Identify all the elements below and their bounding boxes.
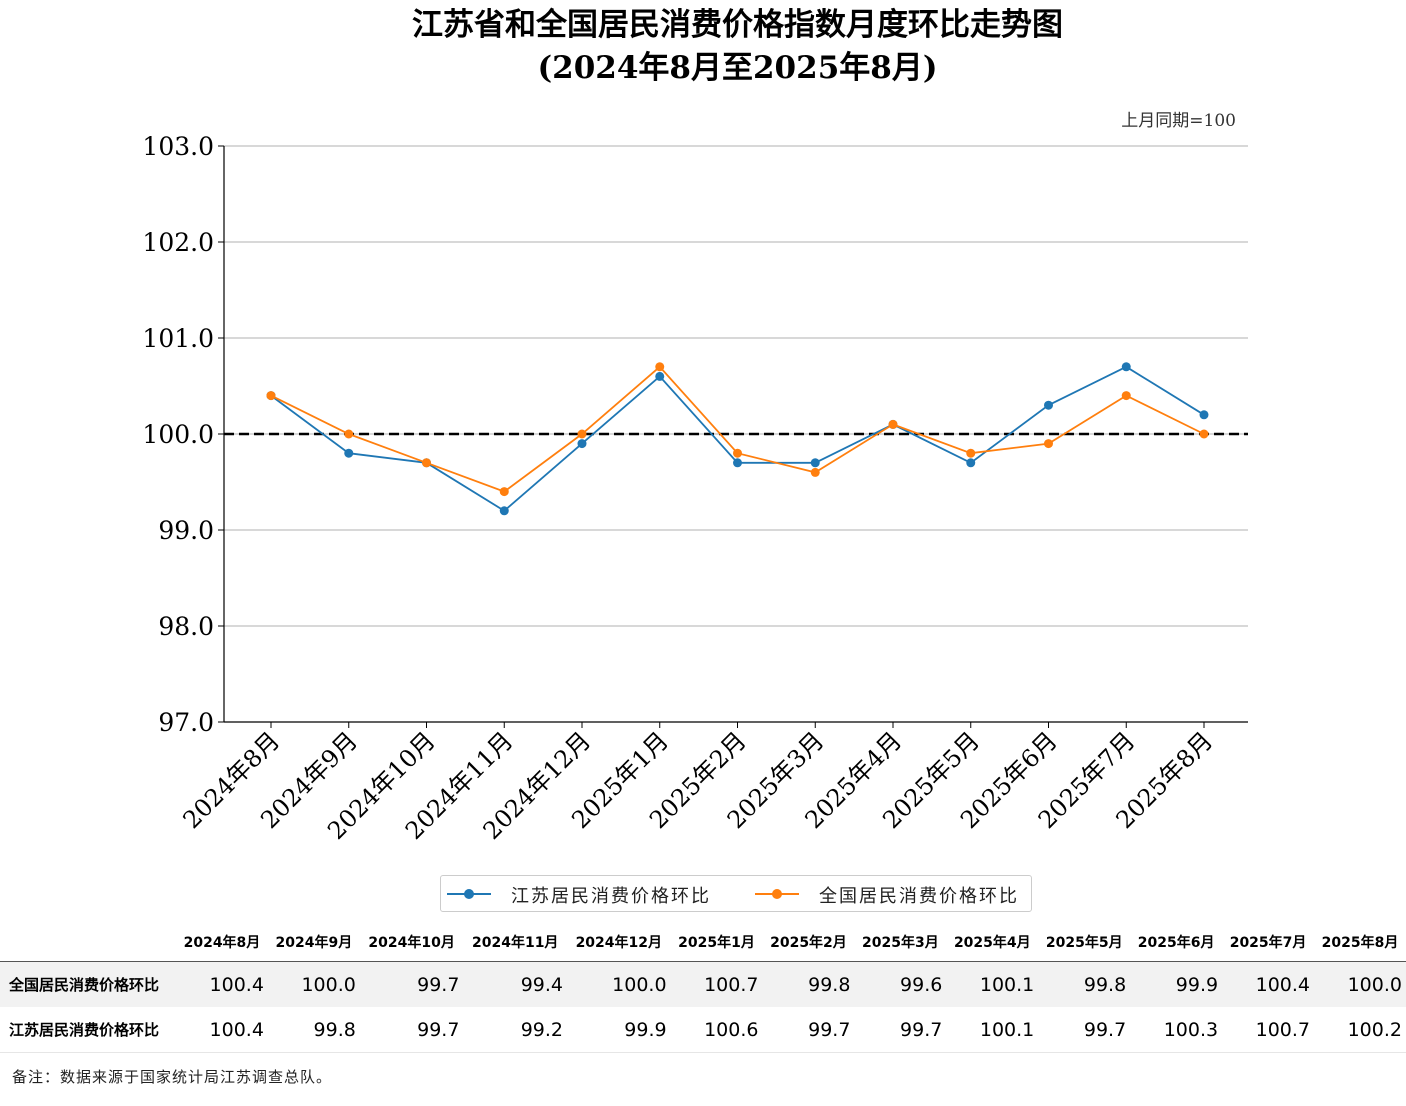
table-cell: 99.9 <box>1130 961 1223 1007</box>
chart-legend: 江苏居民消费价格环比 全国居民消费价格环比 <box>440 875 1032 912</box>
data-point-national <box>577 429 587 439</box>
table-header-cell: 2024年12月 <box>567 923 671 962</box>
data-point-jiangsu <box>344 448 354 458</box>
y-tick-label: 98.0 <box>158 612 214 641</box>
data-point-national <box>733 448 742 458</box>
legend-marker-jiangsu <box>447 876 491 913</box>
table-row-national: 全国居民消费价格环比 100.4 100.0 99.7 99.4 100.0 1… <box>0 961 1406 1007</box>
table-header-cell: 2025年2月 <box>762 923 855 962</box>
legend-label-national: 全国居民消费价格环比 <box>819 885 1019 907</box>
table-cell: 99.7 <box>762 1007 855 1053</box>
data-point-national <box>499 487 509 497</box>
table-cell: 100.1 <box>946 961 1039 1007</box>
y-tick-label: 103.0 <box>142 132 214 161</box>
data-table: 2024年8月 2024年9月 2024年10月 2024年11月 2024年1… <box>0 923 1406 1053</box>
table-cell: 100.4 <box>1222 961 1315 1007</box>
table-row-label: 全国居民消费价格环比 <box>0 961 176 1007</box>
footnote: 备注：数据来源于国家统计局江苏调查总队。 <box>12 1068 333 1086</box>
table-cell: 100.0 <box>567 961 671 1007</box>
data-point-jiangsu <box>577 439 587 449</box>
table-cell: 100.7 <box>670 961 763 1007</box>
legend-item-jiangsu: 江苏居民消费价格环比 <box>447 876 711 913</box>
data-point-national <box>1044 439 1053 449</box>
table-header-row: 2024年8月 2024年9月 2024年10月 2024年11月 2024年1… <box>0 923 1406 962</box>
table-cell: 99.2 <box>463 1007 567 1053</box>
y-tick-label: 102.0 <box>142 228 214 257</box>
table-header-cell: 2025年5月 <box>1038 923 1131 962</box>
data-point-national <box>810 467 820 477</box>
table-cell: 99.7 <box>359 961 464 1007</box>
table-header-cell: 2024年11月 <box>463 923 567 962</box>
legend-label-jiangsu: 江苏居民消费价格环比 <box>511 885 711 907</box>
table-header-cell: 2025年7月 <box>1222 923 1315 962</box>
table-cell: 99.8 <box>267 1007 360 1053</box>
data-point-national <box>1199 429 1209 439</box>
table-header-cell: 2024年10月 <box>359 923 464 962</box>
table-cell: 99.7 <box>854 1007 947 1053</box>
data-point-national <box>422 458 431 468</box>
table-row-jiangsu: 江苏居民消费价格环比 100.4 99.8 99.7 99.2 99.9 100… <box>0 1007 1406 1053</box>
table-header-cell: 2025年8月 <box>1314 923 1406 962</box>
table-cell: 99.8 <box>762 961 855 1007</box>
legend-marker-national <box>755 876 799 913</box>
table-cell: 100.7 <box>1222 1007 1315 1053</box>
table-cell: 99.9 <box>567 1007 671 1053</box>
table-cell: 100.4 <box>176 961 268 1007</box>
table-cell: 100.0 <box>267 961 360 1007</box>
table-cell: 100.6 <box>670 1007 763 1053</box>
baseline-note: 上月同期=100 <box>1121 111 1236 131</box>
data-point-jiangsu <box>499 506 509 516</box>
data-point-national <box>266 391 276 401</box>
series-line-jiangsu <box>270 365 1205 512</box>
data-point-national <box>888 419 898 429</box>
table-row-label: 江苏居民消费价格环比 <box>0 1007 176 1053</box>
table-cell: 99.6 <box>854 961 947 1007</box>
data-point-national <box>1121 391 1131 401</box>
data-point-jiangsu <box>1044 400 1053 410</box>
table-cell: 100.2 <box>1314 1007 1406 1053</box>
y-tick-label: 99.0 <box>158 516 214 545</box>
data-point-jiangsu <box>810 458 820 468</box>
table-header-cell: 2025年1月 <box>670 923 763 962</box>
table-cell: 100.1 <box>946 1007 1039 1053</box>
table-cell: 100.4 <box>176 1007 268 1053</box>
y-tick-label: 101.0 <box>142 324 214 353</box>
y-tick-label: 100.0 <box>142 420 214 449</box>
table-cell: 100.0 <box>1314 961 1406 1007</box>
table-cell: 99.7 <box>359 1007 464 1053</box>
chart-subtitle: (2024年8月至2025年8月) <box>537 50 938 86</box>
table-header-cell: 2025年4月 <box>946 923 1039 962</box>
data-point-national <box>655 362 665 372</box>
data-point-jiangsu <box>733 458 742 468</box>
table-cell: 99.7 <box>1038 1007 1131 1053</box>
series-line-national <box>270 365 1205 493</box>
table-header-cell: 2024年8月 <box>176 923 268 962</box>
table-cell: 99.4 <box>463 961 567 1007</box>
data-point-national <box>344 429 354 439</box>
table-cell: 99.8 <box>1038 961 1131 1007</box>
data-point-jiangsu <box>655 371 665 381</box>
table-header-cell: 2025年3月 <box>854 923 947 962</box>
y-tick-label: 97.0 <box>158 708 214 737</box>
table-header-cell: 2024年9月 <box>267 923 360 962</box>
table-header-cell: 2025年6月 <box>1130 923 1223 962</box>
table-corner-cell <box>0 923 176 962</box>
data-point-jiangsu <box>966 458 976 468</box>
line-chart: 97.098.099.0100.0101.0102.0103.02024年8月2… <box>142 132 1248 845</box>
chart-title: 江苏省和全国居民消费价格指数月度环比走势图 <box>412 7 1063 43</box>
data-point-jiangsu <box>1199 410 1209 420</box>
data-point-jiangsu <box>1121 362 1131 372</box>
legend-item-national: 全国居民消费价格环比 <box>755 876 1019 913</box>
data-point-national <box>966 448 976 458</box>
table-cell: 100.3 <box>1130 1007 1223 1053</box>
